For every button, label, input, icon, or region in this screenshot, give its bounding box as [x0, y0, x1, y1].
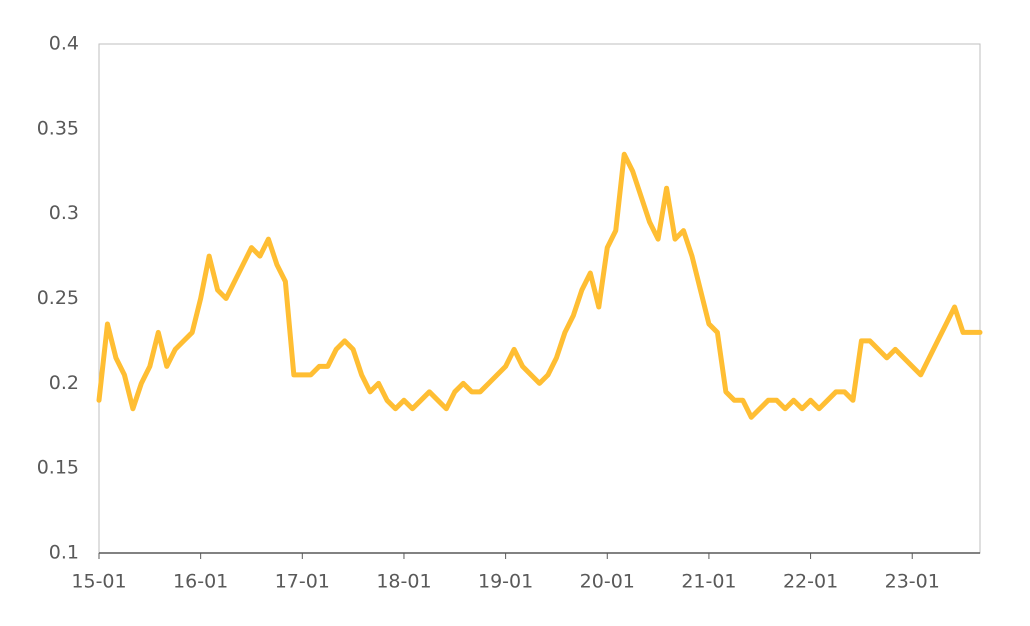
x-tick-label: 23-01 [885, 571, 940, 593]
x-tick-label: 22-01 [783, 571, 838, 593]
y-tick-label: 0.15 [37, 457, 79, 479]
x-tick-label: 16-01 [173, 571, 228, 593]
y-tick-label: 0.35 [37, 117, 79, 139]
y-tick-label: 0.1 [49, 542, 79, 564]
x-tick-label: 20-01 [580, 571, 635, 593]
plot-frame [98, 43, 981, 554]
x-tick-label: 17-01 [275, 571, 330, 593]
x-tick-label: 15-01 [71, 571, 126, 593]
x-tick-label: 18-01 [376, 571, 431, 593]
x-tick-label: 19-01 [478, 571, 533, 593]
y-tick-label: 0.25 [37, 287, 79, 309]
y-tick-label: 0.2 [49, 372, 79, 394]
y-tick-label: 0.4 [49, 33, 79, 55]
x-tick-label: 21-01 [681, 571, 736, 593]
y-tick-label: 0.3 [49, 202, 79, 224]
line-series [96, 151, 983, 420]
